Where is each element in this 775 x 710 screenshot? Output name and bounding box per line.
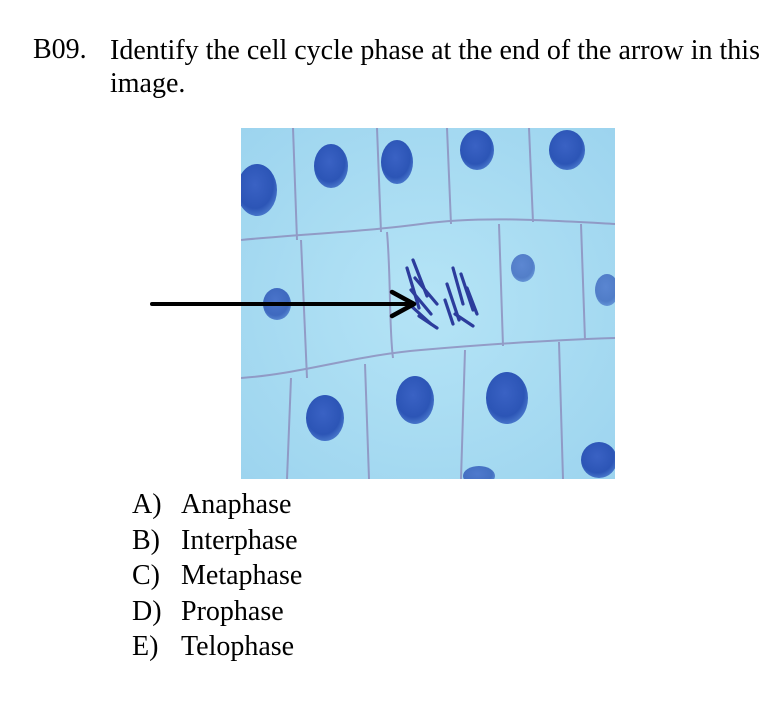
answer-choices: A) Anaphase B) Interphase C) Metaphase D) Pr… bbox=[132, 487, 302, 665]
choice-a[interactable]: A) Anaphase bbox=[132, 487, 302, 523]
choice-c[interactable]: C) Metaphase bbox=[132, 558, 302, 594]
choice-d[interactable]: D) Prophase bbox=[132, 594, 302, 630]
choice-b[interactable]: B) Interphase bbox=[132, 523, 302, 559]
choice-letter: D) bbox=[132, 595, 162, 627]
nuclei bbox=[241, 130, 615, 479]
choice-label: Telophase bbox=[181, 631, 295, 662]
choice-letter: B) bbox=[132, 524, 160, 556]
arrow-right-icon bbox=[150, 289, 417, 319]
choice-letter: C) bbox=[132, 560, 160, 591]
choice-label: Interphase bbox=[181, 524, 298, 556]
choice-e[interactable]: E) Telophase bbox=[132, 629, 302, 665]
choice-label: Prophase bbox=[181, 595, 284, 627]
choice-label: Metaphase bbox=[181, 560, 303, 591]
choice-label: Anaphase bbox=[181, 489, 292, 520]
chromosomes bbox=[405, 258, 479, 330]
cell-walls bbox=[241, 128, 615, 479]
question-number: B09. bbox=[33, 34, 87, 65]
choice-letter: E) bbox=[132, 631, 159, 662]
choice-letter: A) bbox=[132, 489, 162, 520]
question-text: Identify the cell cycle phase at the end… bbox=[110, 35, 760, 99]
